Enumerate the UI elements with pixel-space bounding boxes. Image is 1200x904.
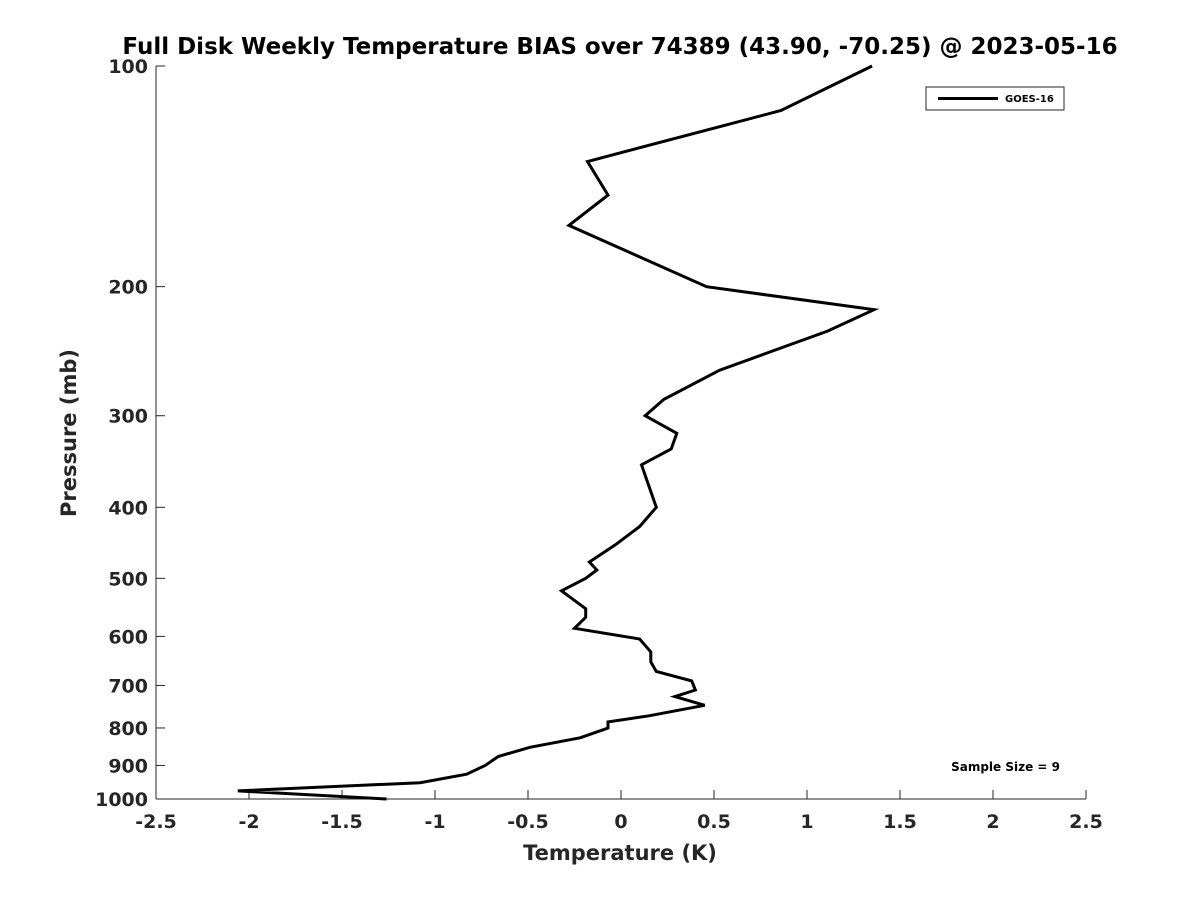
sample-size-annotation: Sample Size = 9 xyxy=(951,760,1060,774)
y-tick-label-9: 1000 xyxy=(95,789,148,811)
x-tick-label-7: 1 xyxy=(800,811,813,833)
y-tick-label-2: 300 xyxy=(108,406,148,428)
x-tick-label-5: 0 xyxy=(614,811,627,833)
x-tick-label-8: 1.5 xyxy=(883,811,917,833)
y-tick-label-0: 100 xyxy=(108,56,148,78)
series-layer xyxy=(237,64,880,801)
y-tick-label-8: 900 xyxy=(108,755,148,777)
legend-label-goes-16: GOES-16 xyxy=(1005,94,1054,105)
x-tick-label-2: -1.5 xyxy=(321,811,363,833)
axes-layer: -2.5 -2 -1.5 -1 -0.5 0 0.5 1 1.5 2 2.5 100 200 300 400… xyxy=(95,56,1103,833)
x-tick-label-6: 0.5 xyxy=(697,811,731,833)
x-tick-label-3: -1 xyxy=(424,811,445,833)
y-tick-label-6: 700 xyxy=(108,675,148,697)
y-tick-label-4: 500 xyxy=(108,568,148,590)
y-tick-label-1: 200 xyxy=(108,277,148,299)
y-axis-label: Pressure (mb) xyxy=(57,349,81,517)
x-axis-label: Temperature (K) xyxy=(523,841,717,865)
x-tick-label-10: 2.5 xyxy=(1069,811,1103,833)
chart-title: Full Disk Weekly Temperature BIAS over 7… xyxy=(122,34,1117,60)
x-tick-label-4: -0.5 xyxy=(507,811,549,833)
y-tick-label-5: 600 xyxy=(108,626,148,648)
legend: GOES-16 xyxy=(925,86,1065,111)
y-tick-label-7: 800 xyxy=(108,718,148,740)
series-line-goes-16 xyxy=(237,64,880,801)
x-tick-label-9: 2 xyxy=(986,811,999,833)
x-tick-label-1: -2 xyxy=(238,811,259,833)
x-tick-label-0: -2.5 xyxy=(135,811,177,833)
y-tick-label-3: 400 xyxy=(108,497,148,519)
